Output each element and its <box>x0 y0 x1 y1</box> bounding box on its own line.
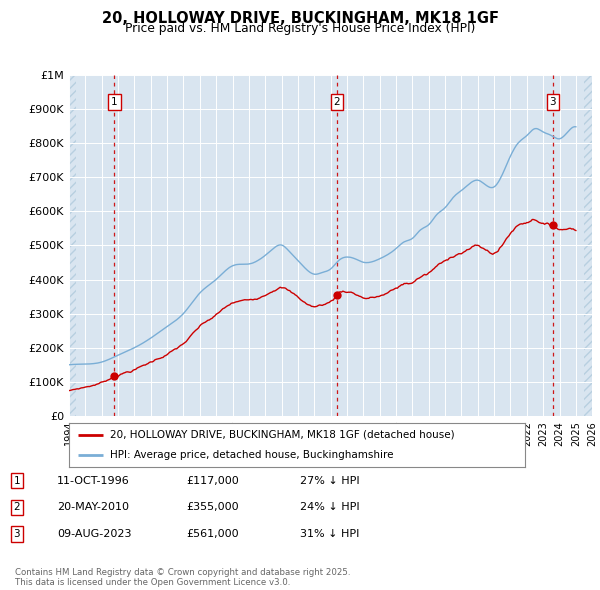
Text: £561,000: £561,000 <box>186 529 239 539</box>
Text: 27% ↓ HPI: 27% ↓ HPI <box>300 476 359 486</box>
Text: 20, HOLLOWAY DRIVE, BUCKINGHAM, MK18 1GF: 20, HOLLOWAY DRIVE, BUCKINGHAM, MK18 1GF <box>101 11 499 25</box>
Text: 2: 2 <box>13 503 20 512</box>
Text: 1: 1 <box>111 97 118 107</box>
Text: 31% ↓ HPI: 31% ↓ HPI <box>300 529 359 539</box>
Text: 24% ↓ HPI: 24% ↓ HPI <box>300 503 359 512</box>
Text: 2: 2 <box>334 97 340 107</box>
Bar <box>69 75 76 416</box>
Text: 20-MAY-2010: 20-MAY-2010 <box>57 503 129 512</box>
Text: £117,000: £117,000 <box>186 476 239 486</box>
Text: Price paid vs. HM Land Registry's House Price Index (HPI): Price paid vs. HM Land Registry's House … <box>125 22 475 35</box>
Text: Contains HM Land Registry data © Crown copyright and database right 2025.
This d: Contains HM Land Registry data © Crown c… <box>15 568 350 587</box>
Bar <box>584 75 592 416</box>
Text: 09-AUG-2023: 09-AUG-2023 <box>57 529 131 539</box>
Text: HPI: Average price, detached house, Buckinghamshire: HPI: Average price, detached house, Buck… <box>110 450 394 460</box>
Text: £355,000: £355,000 <box>186 503 239 512</box>
Text: 3: 3 <box>550 97 556 107</box>
Text: 3: 3 <box>13 529 20 539</box>
Text: 1: 1 <box>13 476 20 486</box>
Text: 20, HOLLOWAY DRIVE, BUCKINGHAM, MK18 1GF (detached house): 20, HOLLOWAY DRIVE, BUCKINGHAM, MK18 1GF… <box>110 430 455 440</box>
Text: 11-OCT-1996: 11-OCT-1996 <box>57 476 130 486</box>
